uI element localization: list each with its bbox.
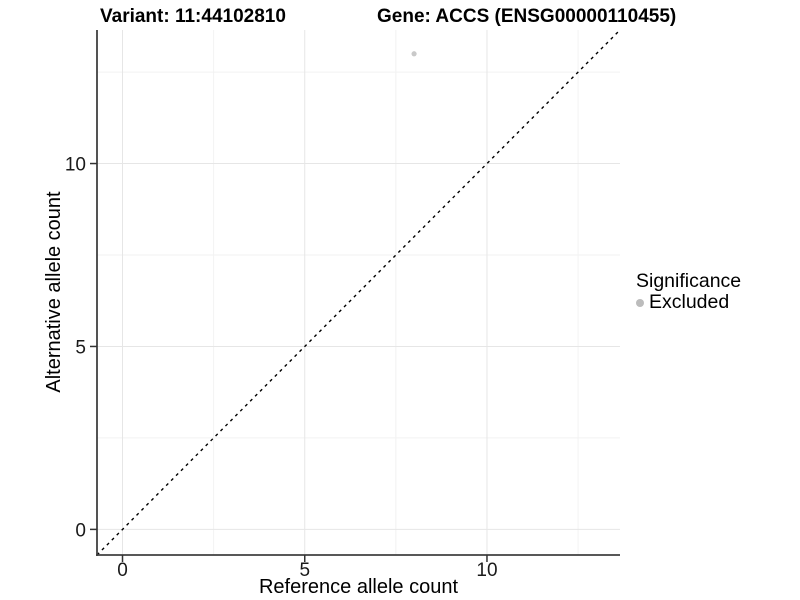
y-tick-label: 0 — [75, 520, 86, 541]
x-tick-label: 0 — [117, 560, 128, 581]
x-tick-label: 10 — [476, 560, 497, 581]
legend-item-excluded: Excluded — [636, 292, 741, 313]
legend: Significance Excluded — [636, 271, 741, 313]
legend-item-label: Excluded — [649, 291, 730, 313]
y-tick-label: 10 — [65, 155, 86, 176]
gene-title: Gene: ACCS (ENSG00000110455) — [377, 6, 677, 27]
x-tick-label: 5 — [299, 560, 310, 581]
y-axis-title: Alternative allele count — [43, 191, 65, 393]
variant-title: Variant: 11:44102810 — [100, 6, 286, 27]
y-tick-label: 5 — [75, 337, 86, 358]
x-axis-title: Reference allele count — [258, 576, 458, 598]
legend-point-icon — [636, 298, 644, 307]
data-point — [411, 51, 417, 57]
identity-line — [96, 29, 621, 556]
legend-title: Significance — [636, 270, 742, 292]
